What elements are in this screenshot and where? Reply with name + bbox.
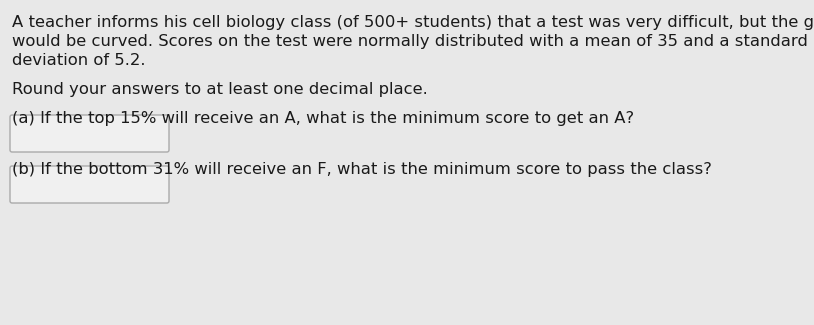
FancyBboxPatch shape	[10, 115, 169, 152]
Text: (a) If the top 15% will receive an A, what is the minimum score to get an A?: (a) If the top 15% will receive an A, wh…	[12, 111, 634, 126]
Text: deviation of 5.2.: deviation of 5.2.	[12, 53, 146, 68]
Text: A teacher informs his cell biology class (of 500+ students) that a test was very: A teacher informs his cell biology class…	[12, 15, 814, 30]
FancyBboxPatch shape	[10, 166, 169, 203]
Text: would be curved. Scores on the test were normally distributed with a mean of 35 : would be curved. Scores on the test were…	[12, 34, 807, 49]
Text: (b) If the bottom 31% will receive an F, what is the minimum score to pass the c: (b) If the bottom 31% will receive an F,…	[12, 162, 712, 177]
Text: Round your answers to at least one decimal place.: Round your answers to at least one decim…	[12, 82, 427, 97]
